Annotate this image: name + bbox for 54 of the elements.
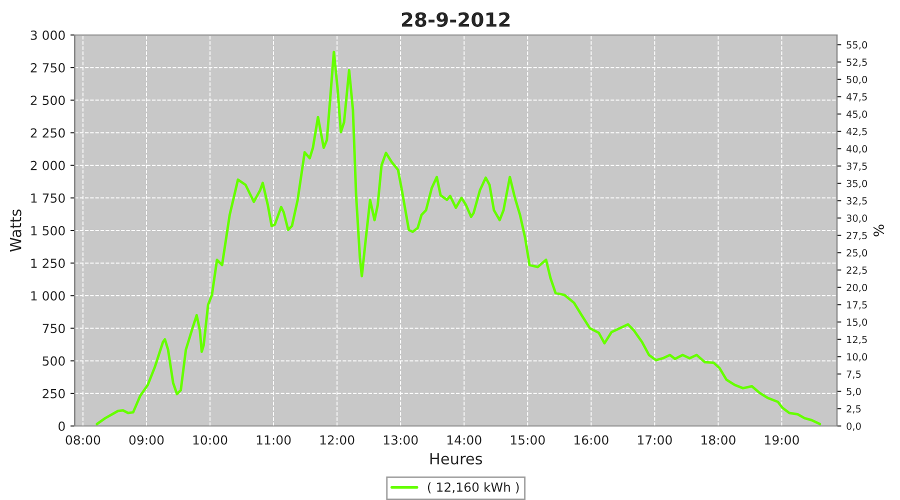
y2-tick-label: 17,5 [847, 301, 867, 310]
x-tick-label: 18:00 [702, 435, 736, 445]
x-tick-label: 19:00 [765, 435, 799, 445]
y-tick-label: 2 250 [30, 128, 65, 138]
y2-tick-label: 52,5 [846, 58, 867, 67]
y2-tick-label: 50,0 [846, 76, 868, 84]
y2-tick-label: 47,5 [846, 93, 867, 102]
y2-tick-label: 40,0 [846, 145, 868, 154]
y-tick-label: 2 500 [30, 96, 65, 106]
x-tick-label: 13:00 [384, 435, 418, 445]
legend-label: ( 12,160 kWh ) [428, 482, 519, 494]
y-tick-label: 2 750 [30, 63, 65, 73]
x-tick-label: 09:00 [129, 435, 164, 445]
y2-tick-label: 15,0 [847, 318, 868, 327]
x-tick-label: 14:00 [447, 435, 482, 445]
y2-tick-label: 2,5 [846, 405, 861, 414]
y2-tick-label: 35,0 [846, 180, 868, 188]
y2-tick-label: 20,0 [846, 284, 868, 292]
y-tick-label: 1 250 [31, 258, 65, 268]
x-tick-label: 08:00 [66, 435, 100, 445]
y-tick-label: 250 [42, 388, 65, 398]
y2-tick-label: 42,5 [846, 128, 867, 136]
y2-tick-label: 32,5 [846, 197, 867, 206]
y2-tick-label: 55,0 [846, 41, 868, 50]
y2-tick-label: 37,5 [846, 162, 867, 171]
x-tick-label: 11:00 [256, 435, 291, 445]
y-tick-label: 0 [58, 421, 65, 431]
y2-tick-label: 10,0 [847, 353, 868, 362]
y2-tick-label: 30,0 [846, 214, 868, 223]
y-tick-label: 750 [42, 324, 65, 334]
y2-tick-label: 25,0 [846, 249, 868, 258]
y2-tick-label: 45,0 [846, 110, 868, 119]
x-tick-label: 15:00 [510, 435, 545, 445]
x-tick-label: 17:00 [638, 435, 672, 445]
y-axis-title: Watts [10, 210, 22, 252]
chart-title: 28-9-2012 [402, 12, 510, 27]
y2-tick-label: 0,0 [846, 422, 861, 431]
line-series [96, 50, 822, 426]
y-tick-label: 2 000 [30, 160, 65, 170]
y2-tick-label: 27,5 [846, 232, 867, 240]
y-tick-label: 1 500 [31, 226, 65, 236]
y2-tick-label: 7,5 [846, 370, 861, 379]
y2-axis-title: % [873, 224, 884, 236]
y-tick-label: 3 000 [30, 30, 65, 40]
y2-tick-label: 12,5 [847, 336, 867, 344]
y2-tick-label: 5,0 [846, 388, 861, 396]
x-tick-label: 12:00 [320, 435, 354, 445]
x-axis-title: Heures [430, 453, 482, 465]
x-tick-label: 16:00 [574, 435, 608, 445]
y2-tick-label: 22,5 [846, 266, 867, 275]
y-tick-label: 500 [42, 356, 65, 366]
y-tick-label: 1 000 [31, 291, 65, 301]
x-tick-label: 10:00 [193, 435, 228, 445]
y-tick-label: 1 750 [31, 193, 65, 203]
